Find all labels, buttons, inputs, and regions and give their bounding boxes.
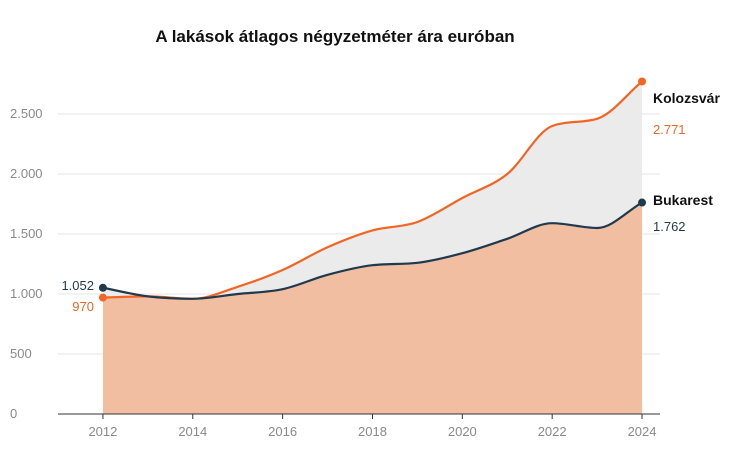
x-tick-label: 2016	[268, 424, 297, 439]
chart-lines	[102, 80, 643, 300]
point-kolozsvar-end	[638, 77, 647, 86]
y-tick-label: 1.500	[10, 226, 43, 241]
end-value-kolozsvar: 2.771	[653, 122, 686, 137]
x-tick-label: 2014	[178, 424, 207, 439]
y-tick-label: 0	[10, 406, 17, 421]
y-tick-label: 500	[10, 346, 32, 361]
chart-title: A lakások átlagos négyzetméter ára eurób…	[155, 27, 514, 46]
y-tick-label: 2.000	[10, 166, 43, 181]
point-bukarest-start	[98, 283, 107, 292]
area-base	[102, 202, 643, 414]
chart-labels: Kolozsvár 2.771 Bukarest 1.762 1.052 970	[61, 90, 720, 314]
x-axis: 2012 2014 2016 2018 2020 2022 2024	[58, 413, 660, 439]
x-tick-label: 2018	[358, 424, 387, 439]
x-tick-label: 2022	[538, 424, 567, 439]
area-between-series	[102, 81, 643, 299]
chart-areas	[102, 81, 643, 414]
y-tick-label: 1.000	[10, 286, 43, 301]
point-bukarest-end	[638, 198, 647, 207]
point-kolozsvar-start	[98, 293, 107, 302]
start-value-bukarest: 1.052	[61, 278, 94, 293]
end-value-bukarest: 1.762	[653, 219, 686, 234]
series-name-bukarest: Bukarest	[653, 192, 713, 208]
x-tick-label: 2012	[88, 424, 117, 439]
series-name-kolozsvar: Kolozsvár	[653, 90, 720, 106]
x-tick-label: 2020	[448, 424, 477, 439]
y-tick-label: 2.500	[10, 106, 43, 121]
start-value-kolozsvar: 970	[72, 299, 94, 314]
line-bukarest	[102, 201, 643, 300]
chart-points	[98, 77, 647, 302]
x-tick-label: 2024	[628, 424, 657, 439]
y-axis: 0 500 1.000 1.500 2.000 2.500	[10, 106, 43, 421]
